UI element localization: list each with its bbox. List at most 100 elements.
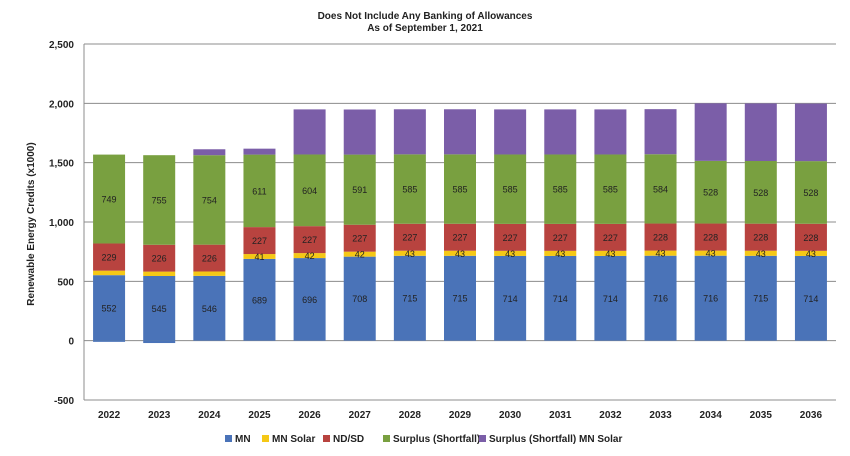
legend-label: ND/SD	[333, 434, 364, 445]
bar-segment-surplus-shortfall-	[494, 154, 527, 224]
data-label: 611	[252, 186, 266, 196]
data-label: 696	[302, 295, 317, 305]
data-label: 42	[355, 250, 365, 260]
bar-segment-mn	[594, 255, 627, 341]
bar-segment-surplus-shortfall-mn-solar	[794, 103, 827, 162]
bar-segment-nd-sd	[444, 223, 476, 251]
x-tick-label: 2030	[499, 410, 522, 421]
data-label: 584	[653, 184, 668, 194]
y-axis-ticks: -500 0 500 1,000 1,500 2,000 2,500	[49, 40, 74, 407]
data-label: 43	[756, 249, 766, 259]
data-label: 714	[803, 294, 818, 304]
bar-segment-mn-solar	[193, 271, 226, 276]
data-label: 43	[555, 249, 565, 259]
data-label: 228	[753, 233, 768, 243]
bar-segment-nd-sd	[293, 226, 326, 254]
bar-segment-surplus-shortfall-	[243, 154, 276, 228]
data-label: 716	[653, 294, 668, 304]
bar-segment-nd-sd	[393, 223, 426, 251]
bar-segment-mn	[444, 255, 476, 341]
bars	[93, 103, 827, 344]
bar-segment-mn	[794, 255, 827, 341]
data-label: 585	[503, 185, 518, 195]
bar-segment-surplus-shortfall-	[444, 154, 476, 224]
bar-segment-surplus-shortfall-	[694, 160, 727, 224]
data-label: 42	[305, 251, 315, 261]
data-label: 43	[455, 249, 465, 259]
x-tick-label: 2024	[198, 410, 221, 421]
data-label: 229	[102, 253, 117, 263]
x-tick-label: 2028	[399, 410, 422, 421]
data-label: 755	[152, 195, 167, 205]
bar-segment-surplus-shortfall-mn-solar	[494, 109, 527, 155]
data-label: 226	[152, 254, 167, 264]
data-label: 227	[352, 234, 367, 244]
data-label: 715	[452, 294, 467, 304]
bar-segment-nd-sd	[744, 223, 777, 251]
x-tick-label: 2026	[298, 410, 321, 421]
data-label: 585	[402, 185, 417, 195]
data-label: 689	[252, 295, 267, 305]
legend-label: MN	[235, 434, 251, 445]
data-label: 714	[503, 294, 518, 304]
bar-segment-surplus-shortfall-mn-solar	[744, 103, 777, 162]
data-label: 528	[703, 188, 718, 198]
legend-label: MN Solar	[272, 434, 315, 445]
bar-segment-nd-sd	[193, 244, 226, 272]
bar-segment-mn	[243, 258, 276, 341]
bar-segment-surplus-shortfall-mn-solar	[444, 109, 476, 155]
legend-swatch	[323, 435, 330, 442]
y-tick-label: 500	[57, 277, 74, 288]
data-label: 43	[806, 249, 816, 259]
data-label: 714	[603, 294, 618, 304]
bar-segment-nd-sd	[143, 244, 176, 272]
bar-segment-nd-sd	[644, 223, 677, 251]
x-tick-label: 2033	[649, 410, 672, 421]
bar-segment-surplus-shortfall-	[594, 154, 627, 224]
bar-segment-surplus-shortfall-mn-solar	[694, 103, 727, 161]
y-axis-label: Renewable Energy Credits (x1000)	[26, 142, 37, 305]
data-label: 41	[254, 252, 264, 262]
x-axis-ticks: 2022 2023 2024 2025 2026 2027 2028 2029 2030 2031…	[98, 410, 823, 421]
bar-segment-mn	[644, 255, 677, 341]
legend-swatch	[262, 435, 269, 442]
bar-segment-surplus-shortfall-	[393, 154, 426, 224]
data-label: 708	[352, 294, 367, 304]
bar-segment-mn-solar	[744, 250, 777, 256]
data-label: 227	[402, 233, 417, 243]
data-label: 43	[656, 249, 666, 259]
bar-segment-mn-solar	[293, 253, 326, 259]
bar-segment-mn	[293, 258, 326, 341]
data-label: 545	[152, 304, 167, 314]
bar-segment-surplus-shortfall-mn-solar	[594, 109, 627, 155]
data-label: 585	[603, 185, 618, 195]
data-label: 227	[252, 236, 267, 246]
bar-segment-mn	[494, 255, 527, 341]
x-tick-label: 2036	[800, 410, 823, 421]
data-label: 227	[603, 233, 618, 243]
data-label: 227	[503, 233, 518, 243]
bar-segment-nd-sd	[594, 223, 627, 251]
bar-segment-mn	[93, 275, 126, 341]
data-label: 227	[553, 233, 568, 243]
y-tick-label: 2,500	[49, 40, 74, 51]
data-label: 585	[553, 185, 568, 195]
bar-segment-mn	[193, 275, 226, 341]
data-label: 552	[102, 303, 117, 313]
x-tick-label: 2035	[750, 410, 773, 421]
data-label: 228	[703, 233, 718, 243]
bar-segment-surplus-shortfall-	[744, 161, 777, 224]
bar-segment-nd-sd	[343, 224, 376, 252]
x-tick-label: 2031	[549, 410, 572, 421]
bar-segment-mn-solar	[544, 250, 577, 256]
bar-segment-surplus-shortfall-	[93, 154, 126, 244]
bar-segment-surplus-shortfall-	[544, 154, 577, 224]
bar-segment-surplus-shortfall-mn-solar	[193, 149, 226, 156]
bar-segment-nd-sd	[243, 227, 276, 255]
bar-segment-mn	[143, 275, 176, 341]
data-label: 227	[452, 233, 467, 243]
bar-segment-nd-sd	[494, 223, 527, 251]
bar-segment-surplus-shortfall-mn-solar	[343, 109, 376, 155]
bar-segment-surplus-shortfall-	[644, 154, 677, 224]
